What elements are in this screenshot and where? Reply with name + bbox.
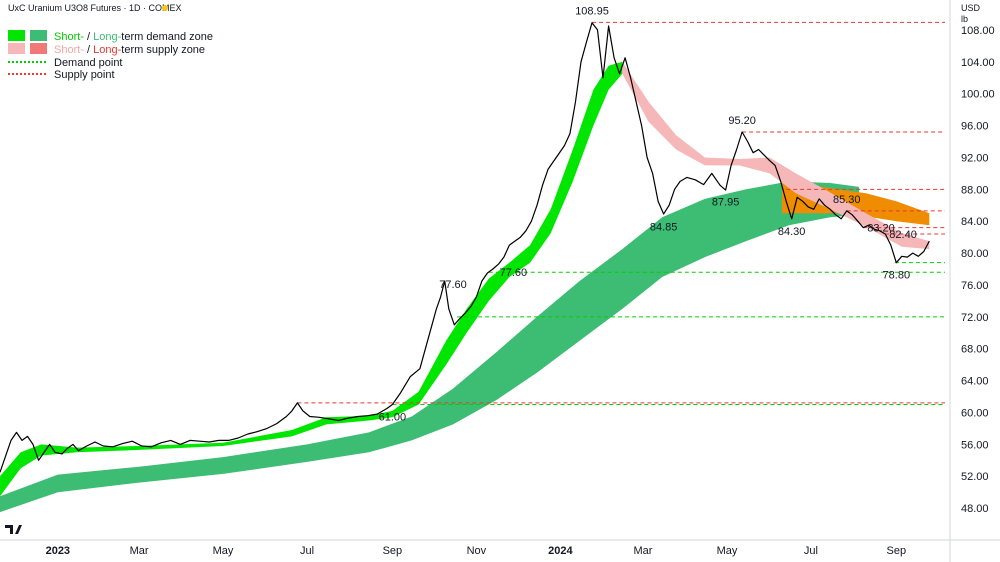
price-annotation: 82.40 [889,229,917,241]
price-annotation: 77.60 [439,279,467,291]
short-supply-swatch-icon [8,43,25,54]
chart-title: UxC Uranium U3O8 Futures · 1D · COMEX [8,3,182,13]
x-tick-label: Mar [633,545,652,557]
short-term-demand-band [0,61,623,497]
y-tick-label: 80.00 [961,248,989,260]
legend-supply-point: Supply point [54,69,115,81]
y-tick-label: 52.00 [961,471,989,483]
price-annotation: 83.20 [867,223,895,235]
status-dot-icon [162,5,168,11]
long-demand-swatch-icon [30,30,47,41]
x-tick-label: May [717,545,738,557]
y-tick-label: 108.00 [961,25,995,37]
y-tick-label: 84.00 [961,216,989,228]
chart-legend: Short- / Long-term demand zone Short- / … [8,30,213,81]
x-tick-label: 2023 [46,545,70,557]
price-annotation: 84.30 [778,226,806,238]
price-annotation: 78.80 [883,270,911,282]
y-tick-label: 64.00 [961,376,989,388]
x-tick-label: May [213,545,234,557]
x-tick-label: Sep [887,545,907,557]
x-tick-label: Jul [300,545,314,557]
time-axis[interactable]: 2023 Mar May Jul Sep Nov 2024 Mar May Jul Sep [46,545,907,557]
price-annotation: 87.95 [712,197,740,209]
y-tick-label: 56.00 [961,439,989,451]
long-supply-swatch-icon [30,43,47,54]
x-tick-label: 2024 [548,545,573,557]
y-tick-label: 76.00 [961,280,989,292]
x-tick-label: Sep [383,545,403,557]
price-annotations: 108.95 95.20 87.95 84.85 84.30 85.30 83.2082.4… [379,5,917,423]
currency-label[interactable]: USD [961,3,981,13]
long-term-demand-zone [0,181,860,513]
price-line [0,22,930,473]
y-tick-label: 48.00 [961,503,989,515]
short-demand-swatch-icon [8,30,25,41]
price-line-group [0,22,930,473]
y-tick-label: 60.00 [961,407,989,419]
price-annotation: 95.20 [728,115,756,127]
y-tick-label: 100.00 [961,89,995,101]
legend-supply-zone: Short- / Long-term supply zone [54,44,205,56]
price-annotation: 61.00 [379,412,407,424]
unit-label[interactable]: lb [961,14,968,24]
legend-demand-point: Demand point [54,57,123,69]
price-annotation: 77.60 [500,267,528,279]
y-tick-label: 72.00 [961,312,989,324]
price-annotation: 108.95 [575,5,609,17]
tradingview-logo-icon[interactable] [5,525,22,534]
y-tick-label: 88.00 [961,184,989,196]
price-annotation: 84.85 [650,221,678,233]
long-term-demand-band [0,181,860,513]
y-tick-label: 104.00 [961,57,995,69]
x-tick-label: Jul [804,545,818,557]
y-tick-label: 96.00 [961,121,989,133]
y-tick-label: 68.00 [961,344,989,356]
price-annotation: 85.30 [833,194,861,206]
y-tick-label: 92.00 [961,152,989,164]
short-term-demand-zone [0,61,623,497]
point-lines [297,21,945,406]
legend-demand-zone: Short- / Long-term demand zone [54,31,213,43]
x-tick-label: Nov [467,545,487,557]
x-tick-label: Mar [130,545,149,557]
